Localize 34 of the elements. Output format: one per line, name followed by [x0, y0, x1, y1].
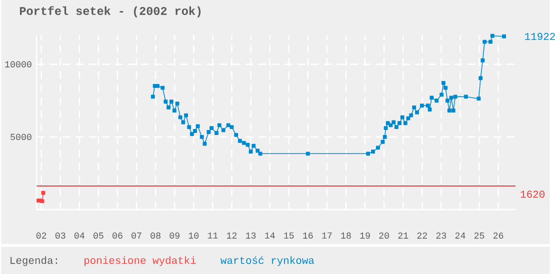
x-tick-label: 22: [417, 232, 427, 238]
x-tick-label: 11: [208, 232, 218, 238]
x-tick-label: 16: [303, 232, 313, 239]
x-tick-label: 02: [36, 232, 46, 239]
legend-title: Legenda:: [10, 256, 58, 266]
x-tick-label: 21: [398, 232, 408, 238]
x-tick-label: 05: [94, 232, 104, 239]
x-tick-label: 12: [226, 232, 237, 238]
x-tick-label: 23: [436, 232, 446, 239]
x-tick-label: 17: [322, 232, 332, 238]
ref-line-label: 1620: [520, 190, 544, 198]
x-tick-label: 08: [150, 232, 160, 239]
chart-title: Portfel setek - (2002 rok): [20, 6, 201, 18]
x-tick-label: 24: [455, 232, 466, 238]
x-tick-label: 20: [379, 232, 389, 239]
y-tick-label: 10000: [5, 61, 32, 68]
x-tick-label: 14: [264, 232, 275, 238]
text: poniesione wydatki: [84, 256, 196, 266]
x-tick-label: 15: [284, 232, 294, 238]
x-tick-label: 07: [132, 232, 142, 239]
text: wartość rynkowa: [220, 256, 314, 266]
x-tick-label: 26: [493, 232, 504, 239]
x-tick-label: 04: [74, 232, 84, 239]
x-tick-label: 25: [474, 232, 484, 239]
point: [41, 190, 46, 195]
x-tick-label: 18: [341, 232, 351, 239]
x-tick-label: 03: [55, 232, 66, 239]
x-tick-label: 09: [170, 232, 180, 239]
x-tick-label: 10: [188, 232, 199, 239]
x-tick-label: 13: [246, 232, 256, 239]
y-tick-label: 5000: [10, 134, 32, 140]
annotation: 11922: [525, 32, 555, 40]
x-tick-label: 06: [112, 232, 122, 239]
x-tick-label: 19: [360, 232, 370, 239]
